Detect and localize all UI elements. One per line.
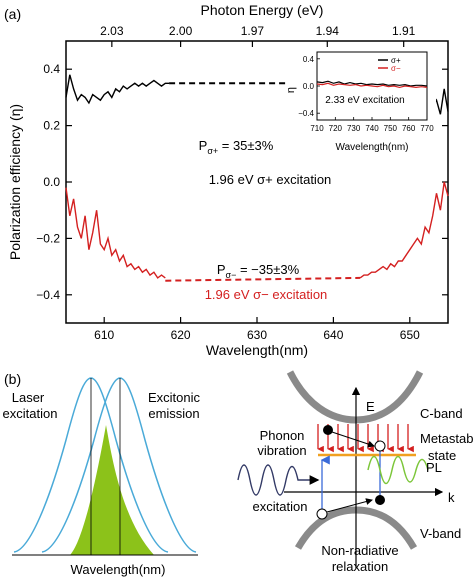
x-axis-ticks: 610 620 630 640 650 xyxy=(94,317,420,342)
annotation-minus-equation: Pσ− = −35±3% xyxy=(217,262,300,280)
annotation-plus-excitation: 1.96 eV σ+ excitation xyxy=(209,172,332,187)
hole-empty xyxy=(316,508,328,520)
spectra-x-label: Wavelength(nm) xyxy=(71,562,166,577)
band-diagram: E k C-band V-band Metastable state Phono… xyxy=(237,370,474,574)
y-tick-label: −0.4 xyxy=(36,288,60,302)
x-tick-label: 630 xyxy=(247,328,267,342)
pl-label: PL xyxy=(426,460,442,475)
y-axis-ticks: −0.4 −0.2 0.0 0.2 0.4 xyxy=(36,62,448,302)
inset-x-tick-label: 750 xyxy=(384,124,398,133)
inset-y-tick-label: 0.0 xyxy=(303,82,315,91)
inset-series-line-1 xyxy=(316,82,428,89)
inset-legend-minus-label: σ− xyxy=(391,64,401,73)
y-tick-label: −0.2 xyxy=(36,231,60,245)
pl-wave xyxy=(367,455,429,485)
inset-x-ticks: 710 720 730 740 750 760 770 xyxy=(310,117,434,133)
hole-filled xyxy=(375,495,385,505)
series-line-3 xyxy=(165,276,361,282)
top-tick-label: 1.91 xyxy=(392,24,416,38)
inset-x-tick-label: 770 xyxy=(420,124,434,133)
top-tick-label: 1.94 xyxy=(316,24,340,38)
excitonic-label-line1: Excitonic xyxy=(148,390,201,405)
panel-a-label: (a) xyxy=(4,6,21,22)
inset-background xyxy=(286,47,436,123)
cband-label: C-band xyxy=(420,406,463,421)
x-axis-label: Wavelength(nm) xyxy=(206,342,308,358)
overlap-fill xyxy=(70,425,154,555)
annotation-minus-excitation: 1.96 eV σ− excitation xyxy=(205,287,328,302)
conduction-band-curve xyxy=(286,370,424,424)
inset-y-tick-label: 0.4 xyxy=(303,55,315,64)
x-tick-label: 620 xyxy=(171,328,191,342)
excitation-wave xyxy=(237,464,320,496)
phonon-label-line1: Phonon xyxy=(260,428,305,443)
top-tick-label: 2.03 xyxy=(100,24,124,38)
top-axis-ticks: 2.03 2.00 1.97 1.94 1.91 xyxy=(100,24,416,47)
nonrad-label-line1: Non-radiative xyxy=(321,543,398,558)
top-tick-label: 1.97 xyxy=(241,24,265,38)
inset-x-label: Wavelength(nm) xyxy=(336,142,409,153)
inset-legend-plus-label: σ+ xyxy=(391,56,401,65)
inset-x-tick-label: 720 xyxy=(329,124,343,133)
x-tick-label: 610 xyxy=(94,328,114,342)
metastable-label-line2: state xyxy=(428,448,456,463)
energy-axis-label: E xyxy=(366,399,375,414)
inset-x-tick-label: 710 xyxy=(310,124,324,133)
laser-label-line1: Laser xyxy=(12,390,45,405)
inset-title: 2.33 eV excitation xyxy=(325,95,405,106)
inset-y-tick-label: −0.4 xyxy=(298,109,314,118)
excitation-label: excitation xyxy=(253,499,308,514)
inset-legend: σ+ σ− xyxy=(378,56,401,73)
spectra-schematic: Laser excitation Excitonic emission Wave… xyxy=(3,377,201,577)
top-axis-title: Photon Energy (eV) xyxy=(201,2,324,18)
x-tick-label: 640 xyxy=(323,328,343,342)
hole-relax-arrow xyxy=(326,498,373,513)
nonrad-label-line2: relaxation xyxy=(332,559,388,574)
series-line-2 xyxy=(65,181,449,279)
y-tick-label: 0.0 xyxy=(43,175,60,189)
inset-y-ticks: −0.4 0.0 0.4 xyxy=(298,55,320,118)
annotation-plus-equation: Pσ+ = 35±3% xyxy=(199,138,274,156)
panel-b-label: (b) xyxy=(4,371,21,387)
metastable-label-line1: Metastable xyxy=(420,431,474,446)
excitonic-label-line2: emission xyxy=(148,406,199,421)
inset-series-group xyxy=(316,80,428,89)
inset-x-tick-label: 730 xyxy=(347,124,361,133)
y-tick-label: 0.4 xyxy=(43,62,60,76)
inset-series-line-0 xyxy=(316,80,428,87)
y-tick-label: 0.2 xyxy=(43,119,60,133)
inset-x-tick-label: 760 xyxy=(402,124,416,133)
momentum-axis-label: k xyxy=(448,490,455,505)
inset-y-label: η xyxy=(285,87,297,93)
phonon-label-line2: vibration xyxy=(257,443,306,458)
electron-filled xyxy=(323,425,333,435)
vband-label: V-band xyxy=(420,526,461,541)
top-tick-label: 2.00 xyxy=(169,24,193,38)
electron-relax-arrow xyxy=(331,431,375,448)
laser-label-line2: excitation xyxy=(3,406,58,421)
electron-empty xyxy=(374,440,386,452)
inset-x-tick-label: 740 xyxy=(365,124,379,133)
y-axis-label: Polarization efficiency (η) xyxy=(7,104,23,260)
x-tick-label: 650 xyxy=(400,328,420,342)
